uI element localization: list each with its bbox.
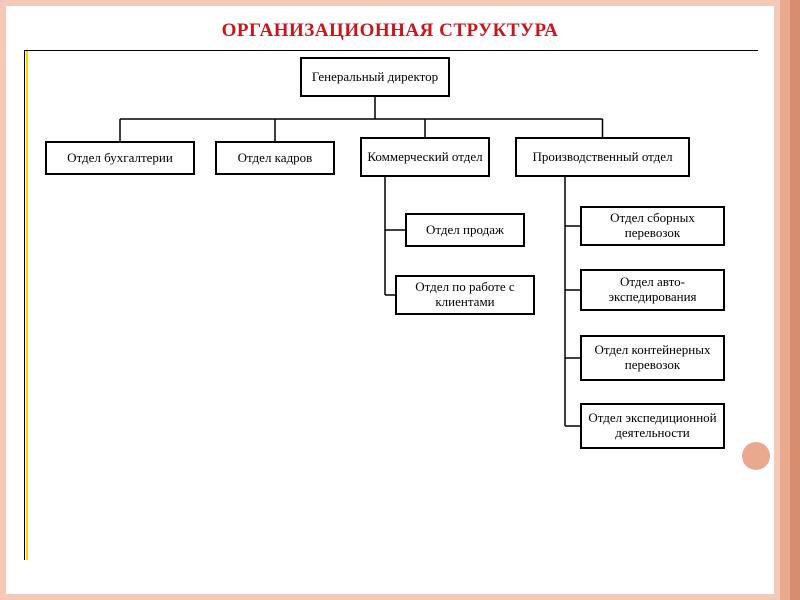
- org-node-acct: Отдел бухгалтерии: [45, 141, 195, 175]
- org-node-root: Генеральный директор: [300, 57, 450, 97]
- org-node-p3: Отдел контейнерных перевозок: [580, 335, 725, 381]
- page-title: ОРГАНИЗАЦИОННАЯ СТРУКТУРА: [14, 20, 766, 42]
- org-node-comm: Коммерческий отдел: [360, 137, 490, 177]
- slide-page: ОРГАНИЗАЦИОННАЯ СТРУКТУРА Генеральный ди…: [6, 6, 774, 594]
- org-node-prod: Производственный отдел: [515, 137, 690, 177]
- org-node-sales: Отдел продаж: [405, 213, 525, 247]
- decor-band-1: [780, 0, 790, 600]
- org-node-cli: Отдел по работе с клиентами: [395, 275, 535, 315]
- org-chart: Генеральный директор Отдел бухгалтерии Отд…: [24, 50, 758, 560]
- org-node-hr: Отдел кадров: [215, 141, 335, 175]
- decor-band-2: [790, 0, 800, 600]
- org-node-p4: Отдел экспедиционной деятельности: [580, 403, 725, 449]
- decor-circle: [742, 442, 770, 470]
- org-node-p1: Отдел сборных перевозок: [580, 206, 725, 246]
- org-node-p2: Отдел авто-экспедирования: [580, 269, 725, 311]
